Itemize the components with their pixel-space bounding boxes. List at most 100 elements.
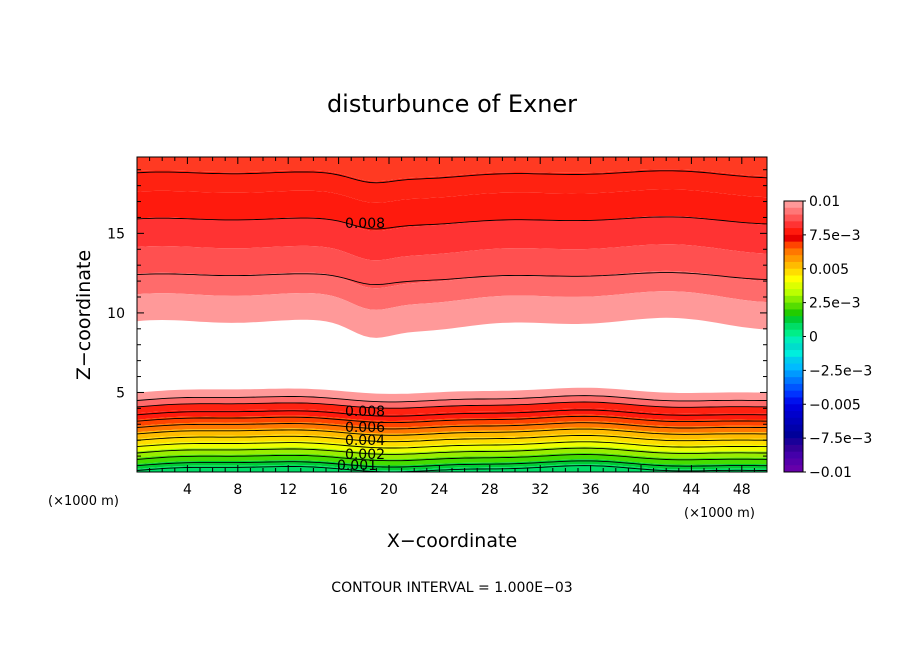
colorbar-swatch xyxy=(784,444,803,453)
contour-line xyxy=(136,422,767,430)
contour-line xyxy=(136,460,767,468)
contour-band-upper xyxy=(137,189,767,231)
colorbar-swatch xyxy=(784,255,803,263)
colorbar-swatch xyxy=(784,397,803,405)
contour-band-lower xyxy=(137,395,767,409)
x-tick-label: 8 xyxy=(233,482,242,498)
x-tick-label: 12 xyxy=(279,482,297,498)
contour-band-lower xyxy=(137,446,767,460)
contour-line xyxy=(136,170,768,184)
colorbar-swatch xyxy=(784,295,803,304)
contour-band-lower xyxy=(137,408,767,421)
colorbar-swatch xyxy=(784,451,803,459)
colorbar-swatch xyxy=(784,268,803,276)
colorbar-swatch xyxy=(784,411,803,419)
contour-line xyxy=(136,441,767,449)
colorbar-tick-label: −0.005 xyxy=(809,397,861,413)
contour-label: 0.008 xyxy=(345,216,385,232)
contour-band-lower xyxy=(137,452,767,466)
colorbar-swatch xyxy=(784,207,803,215)
contour-lines xyxy=(136,170,768,473)
contour-band-upper xyxy=(137,291,767,338)
colorbar-swatch xyxy=(784,248,803,256)
x-unit-label: (×1000 m) xyxy=(684,506,755,521)
x-tick-label: 36 xyxy=(582,482,600,498)
x-tick-label: 44 xyxy=(682,482,700,498)
x-tick-label: 40 xyxy=(632,482,650,498)
contour-line xyxy=(136,428,767,436)
colorbar-swatch xyxy=(784,201,803,209)
colorbar-swatch xyxy=(784,363,803,371)
contour-band-upper xyxy=(137,216,767,261)
colorbar-swatch xyxy=(784,383,803,392)
contour-band-lower xyxy=(137,421,767,434)
colorbar-swatch xyxy=(784,316,803,324)
x-tick-label: 16 xyxy=(330,482,348,498)
colorbar-swatch xyxy=(784,424,803,432)
colorbar-tick-label: 0.005 xyxy=(809,262,849,278)
x-tick-label: 32 xyxy=(531,482,549,498)
contour-label: 0.002 xyxy=(345,447,385,463)
contour-band-upper xyxy=(137,157,767,182)
contour-line xyxy=(136,409,767,417)
colorbar-tick-label: 7.5e−3 xyxy=(809,228,861,244)
colorbar-swatch xyxy=(784,438,803,446)
colorbar-swatch xyxy=(784,261,803,270)
contour-label: 0.004 xyxy=(345,433,385,449)
colorbar-swatch xyxy=(784,404,803,412)
colorbar-swatch xyxy=(784,377,803,385)
contour-interval-note: CONTOUR INTERVAL = 1.000E−03 xyxy=(331,580,572,596)
colorbar-swatch xyxy=(784,458,803,466)
colorbar-tick-label: −7.5e−3 xyxy=(809,431,872,447)
contour-line xyxy=(136,434,768,443)
contour-label: 0.006 xyxy=(345,420,385,436)
contour-band-upper xyxy=(137,270,767,310)
colorbar-swatch xyxy=(784,431,803,439)
colorbar-swatch xyxy=(784,241,803,249)
colorbar-swatch xyxy=(784,336,803,344)
contour-band-lower xyxy=(137,433,767,447)
y-tick-label: 10 xyxy=(107,306,125,322)
colorbar-swatch xyxy=(784,282,803,290)
x-tick-label: 28 xyxy=(481,482,499,498)
y-axis-label: Z−coordinate xyxy=(73,250,95,380)
contour-band-lower xyxy=(137,427,767,441)
contour-label: 0.008 xyxy=(345,404,385,420)
colorbar-swatch xyxy=(784,370,803,378)
colorbar-swatch xyxy=(784,343,803,351)
colorbar-swatch xyxy=(784,214,803,222)
contour-label: 0.001 xyxy=(337,458,377,474)
contour-line xyxy=(136,415,768,424)
colorbar-swatch xyxy=(784,350,803,358)
colorbar-tick-label: −0.01 xyxy=(809,465,852,481)
contour-band-lower xyxy=(137,414,767,428)
contour-line xyxy=(136,395,767,403)
chart-title: disturbunce of Exner xyxy=(327,90,577,118)
colorbar-tick-label: 0.01 xyxy=(809,194,840,210)
y-tick-label: 15 xyxy=(107,226,125,242)
colorbar-swatch xyxy=(784,465,803,473)
colorbar-tick-label: 0 xyxy=(809,330,818,346)
colorbar-swatch xyxy=(784,356,803,364)
colorbar-tick-label: 2.5e−3 xyxy=(809,296,861,312)
colorbar-swatch xyxy=(784,221,803,229)
contour-line xyxy=(136,216,768,230)
contour-line xyxy=(136,272,768,286)
x-tick-label: 48 xyxy=(733,482,751,498)
contour-band-lower xyxy=(137,402,767,415)
colorbar-swatch xyxy=(784,417,803,425)
contour-line xyxy=(136,401,768,409)
colorbar-swatch xyxy=(784,309,803,317)
colorbar-swatch xyxy=(784,234,803,243)
y-tick-label: 5 xyxy=(116,385,125,401)
contour-line xyxy=(136,447,767,455)
colorbar-swatch xyxy=(784,302,803,310)
y-unit-label: (×1000 m) xyxy=(48,494,119,509)
colorbar-swatch xyxy=(784,329,803,337)
colorbar-tick-label: −2.5e−3 xyxy=(809,363,872,379)
colorbar-swatch xyxy=(784,390,803,398)
x-tick-label: 24 xyxy=(430,482,448,498)
